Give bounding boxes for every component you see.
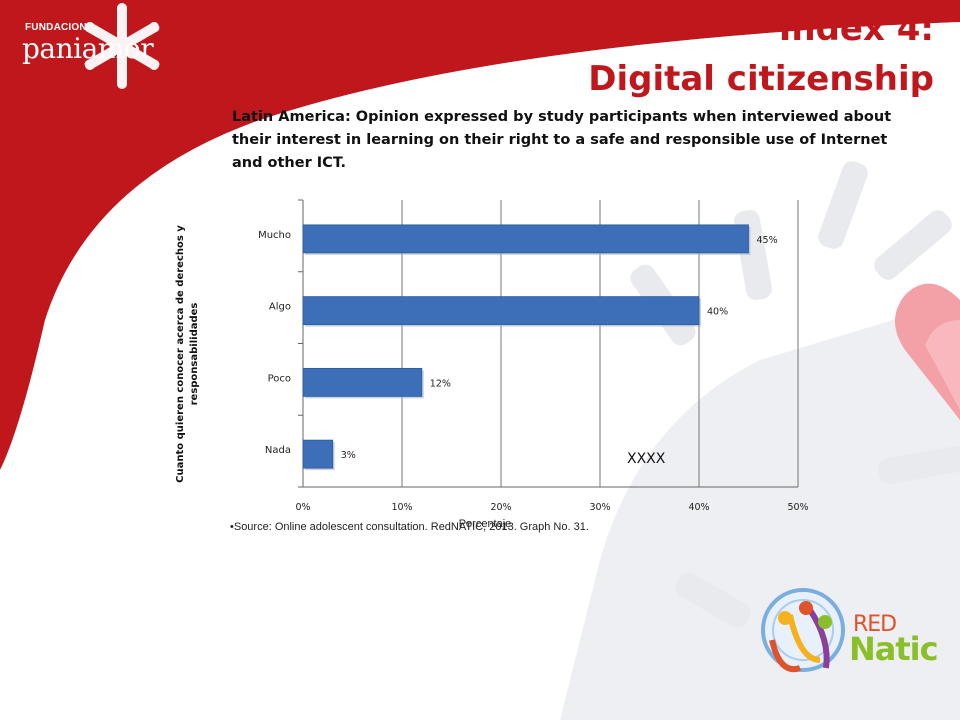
category-label: Nada: [265, 445, 291, 456]
logo-fundacion-text: FUNDACION: [25, 22, 87, 33]
bar: [302, 367, 423, 397]
red-swoosh: [0, 0, 960, 470]
logo-natic-text: Natic: [849, 630, 939, 668]
bar: [302, 439, 334, 469]
x-tick-label: 10%: [391, 502, 412, 513]
x-tick-label: 30%: [589, 502, 610, 513]
data-label: 3%: [341, 450, 356, 461]
bar-chart: 0% 10% 20% 30% 40% 50% Mucho 45% Algo 40% Poco 12% N…: [258, 199, 809, 530]
paniamor-logo: FUNDACION paniamor: [22, 22, 172, 82]
category-label: Mucho: [258, 230, 291, 241]
source-note: •Source: Online adolescent consultation.…: [230, 521, 589, 533]
rednatic-logo: RED Natic: [756, 588, 946, 678]
page-title: Index 4: Digital citizenship: [434, 4, 934, 104]
bar: [302, 224, 749, 254]
annotation-text: XXXX: [627, 451, 666, 467]
x-tick-label: 50%: [787, 502, 808, 513]
rednatic-circle-icon: [761, 588, 845, 673]
title-line-2: Digital citizenship: [588, 59, 934, 99]
heart-icon: [895, 283, 960, 420]
category-label: Algo: [269, 302, 291, 313]
bar: [302, 296, 700, 326]
logo-paniamor-text: paniamor: [22, 32, 154, 65]
x-axis-label: Porcentaje: [459, 518, 512, 530]
data-label: 12%: [430, 378, 451, 389]
snowflake-icon: [84, 3, 160, 89]
title-line-1: Index 4:: [778, 9, 934, 49]
x-tick-label: 40%: [688, 502, 709, 513]
data-label: 40%: [707, 307, 728, 318]
chart-title: Latin America: Opinion expressed by stud…: [232, 109, 892, 171]
x-tick-label: 20%: [490, 502, 511, 513]
category-label: Poco: [268, 373, 291, 384]
data-label: 45%: [757, 235, 778, 246]
logo-red-text: RED: [853, 612, 897, 637]
x-tick-label: 0%: [295, 502, 310, 513]
